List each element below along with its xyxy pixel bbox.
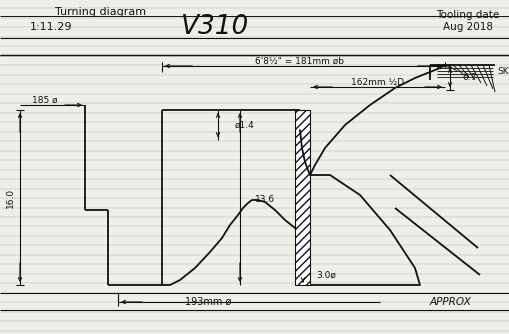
Text: APPROX: APPROX	[428, 297, 470, 307]
Text: ø1.4: ø1.4	[235, 121, 254, 130]
Bar	[294, 110, 309, 285]
Text: 6.7: 6.7	[461, 72, 475, 81]
Text: 16.0: 16.0	[6, 188, 14, 208]
Text: 13.6: 13.6	[254, 195, 274, 204]
Text: 1:11.29: 1:11.29	[30, 22, 72, 32]
Text: SKIM: SKIM	[496, 67, 509, 76]
Text: 6'8½" = 181mm øb: 6'8½" = 181mm øb	[255, 56, 344, 65]
Text: 3.0ø: 3.0ø	[316, 271, 335, 280]
Text: 185 ø: 185 ø	[32, 96, 58, 105]
Text: 162mm ½D: 162mm ½D	[351, 77, 404, 87]
Text: V310: V310	[181, 14, 248, 40]
Text: Turning diagram: Turning diagram	[55, 7, 146, 17]
Text: 193mm ø: 193mm ø	[185, 297, 231, 307]
Text: Tooling date
Aug 2018: Tooling date Aug 2018	[436, 10, 499, 32]
